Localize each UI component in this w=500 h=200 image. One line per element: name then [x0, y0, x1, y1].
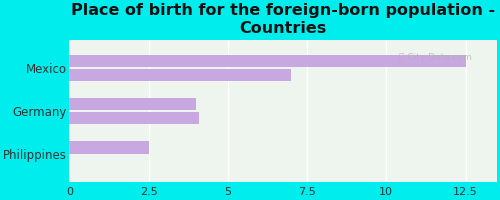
Bar	[70, 69, 291, 81]
Bar	[70, 112, 200, 124]
Text: Ⓣ City-Data.com: Ⓣ City-Data.com	[399, 53, 471, 62]
Bar	[70, 141, 148, 154]
Bar	[70, 98, 196, 110]
Bar	[70, 55, 466, 67]
Title: Place of birth for the foreign-born population -
Countries: Place of birth for the foreign-born popu…	[72, 3, 496, 36]
